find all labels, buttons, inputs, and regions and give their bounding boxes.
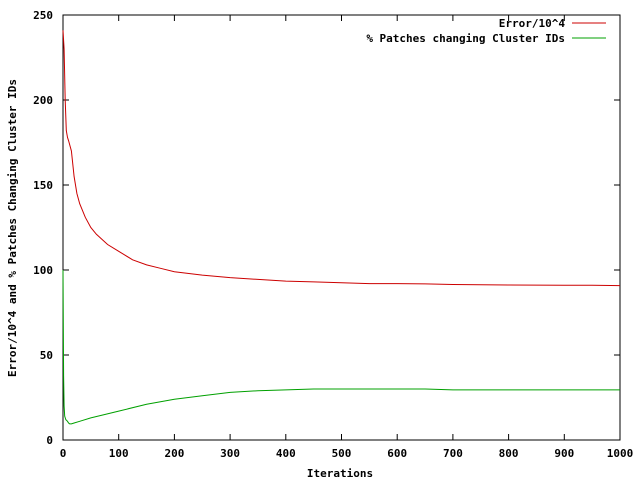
y-tick-label: 250 [33,9,53,22]
series-lines [62,30,621,425]
y-tick-label: 0 [46,434,53,447]
x-tick-label: 300 [220,447,240,460]
x-tick-label: 1000 [607,447,634,460]
y-tick-label: 150 [33,179,53,192]
legend: Error/10^4 % Patches changing Cluster IDs [366,17,606,45]
y-axis-title: Error/10^4 and % Patches Changing Cluste… [6,79,19,377]
legend-label-error: Error/10^4 [499,17,566,30]
series-line-patches-changing [62,269,620,425]
x-tick-label: 100 [109,447,129,460]
axis-ticks: 0 100 200 300 400 500 600 700 800 900 1000 0 50 100 15… [33,9,633,460]
plot-frame [62,14,621,441]
y-tick-label: 200 [33,94,53,107]
x-tick-label: 0 [60,447,67,460]
x-tick-label: 400 [276,447,296,460]
x-tick-label: 900 [554,447,574,460]
x-tick-label: 700 [443,447,463,460]
legend-label-patches-changing: % Patches changing Cluster IDs [366,32,565,45]
x-axis-title: Iterations [307,467,373,480]
y-tick-label: 50 [40,349,53,362]
series-line-error [62,30,621,287]
x-tick-label: 600 [387,447,407,460]
x-tick-label: 500 [332,447,352,460]
x-tick-label: 200 [164,447,184,460]
x-tick-label: 800 [499,447,519,460]
y-tick-label: 100 [33,264,53,277]
